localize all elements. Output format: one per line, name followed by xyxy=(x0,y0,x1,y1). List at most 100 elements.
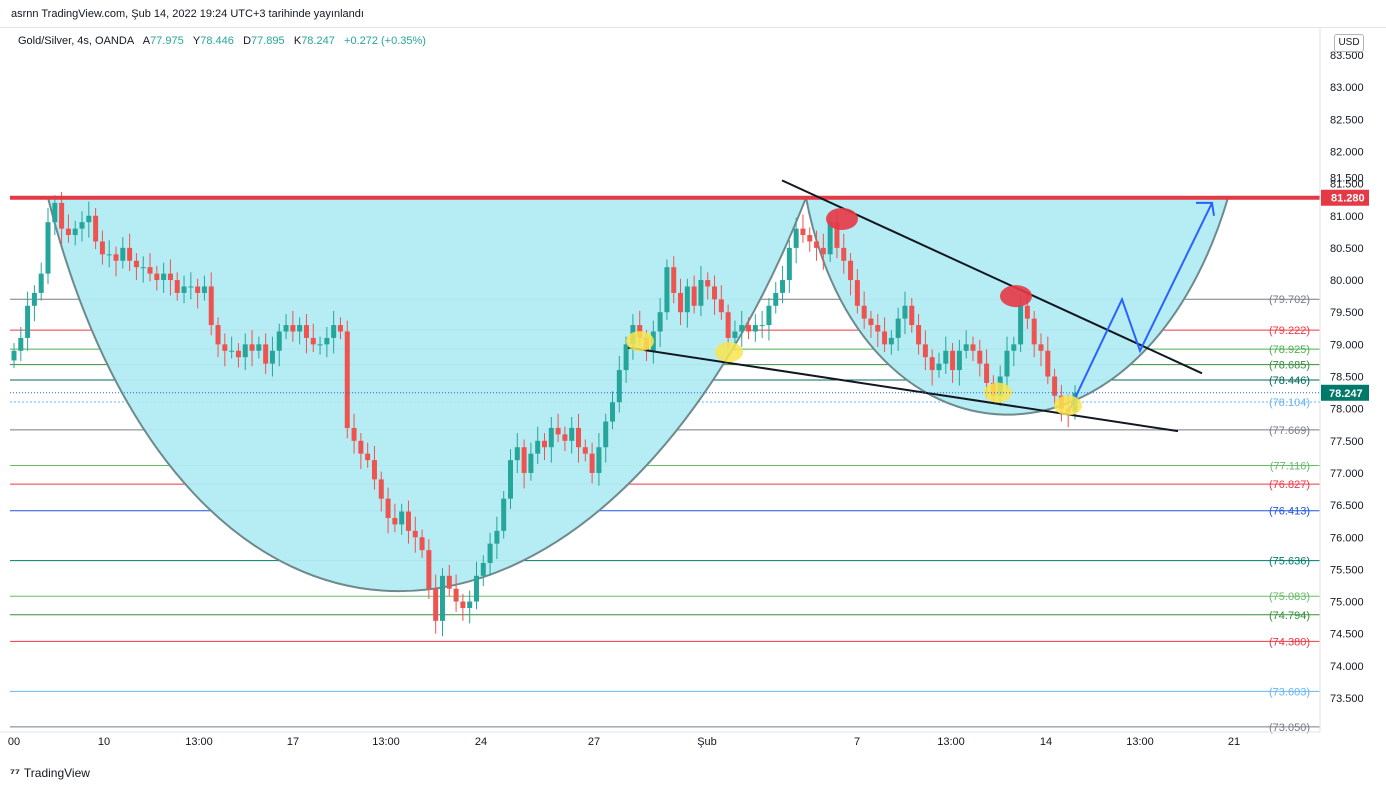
candle-body xyxy=(841,247,847,261)
candle-body xyxy=(25,305,31,338)
level-label: (78.104) xyxy=(1269,397,1310,409)
x-tick-label: 7 xyxy=(854,736,860,748)
candle-body xyxy=(174,280,180,293)
tradingview-logo-icon: ⁷⁷ xyxy=(10,766,20,780)
level-label: (78.446) xyxy=(1269,375,1310,387)
candle-body xyxy=(399,511,405,525)
yellow-marker xyxy=(715,342,743,363)
candle-body xyxy=(1024,305,1030,319)
x-tick-label: 14 xyxy=(1040,736,1052,748)
candle-body xyxy=(235,350,241,358)
level-label: (74.380) xyxy=(1269,636,1310,648)
candle-body xyxy=(446,575,452,589)
candle-body xyxy=(596,447,602,473)
y-tick-label: 78.500 xyxy=(1330,372,1364,384)
candle-body xyxy=(671,267,677,293)
candle-body xyxy=(147,267,153,274)
candle-body xyxy=(249,344,255,351)
candle-body xyxy=(691,286,697,306)
candle-body xyxy=(759,325,765,327)
y-tick-label: 80.000 xyxy=(1330,275,1364,287)
candle-body xyxy=(582,447,588,454)
candle-body xyxy=(229,350,235,352)
candle-body xyxy=(303,325,309,338)
candle-body xyxy=(317,344,323,346)
x-tick-label: 00 xyxy=(8,736,20,748)
candle-body xyxy=(895,318,901,338)
candle-body xyxy=(820,247,826,255)
candle-body xyxy=(1004,350,1010,377)
candle-body xyxy=(331,325,337,338)
symbol-name[interactable]: Gold/Silver, 4s, OANDA xyxy=(18,35,134,47)
candle-body xyxy=(684,286,690,313)
candle-body xyxy=(766,305,772,326)
cup-fill-left xyxy=(48,197,806,592)
candle-body xyxy=(154,273,160,281)
candle-body xyxy=(392,517,398,525)
yellow-marker xyxy=(1054,395,1082,416)
candle-body xyxy=(460,601,466,608)
y-tick-label: 74.000 xyxy=(1330,661,1364,673)
candle-body xyxy=(18,337,24,351)
candle-body xyxy=(657,312,663,332)
candle-body xyxy=(902,305,908,319)
level-label: (76.413) xyxy=(1269,506,1310,518)
high-label: Y xyxy=(192,35,201,47)
current-price-label: 78.247 xyxy=(1329,388,1363,400)
currency-button[interactable]: USD xyxy=(1334,34,1364,52)
y-tick-label: 76.500 xyxy=(1330,500,1364,512)
candle-body xyxy=(977,350,983,364)
x-tick-label: 27 xyxy=(588,736,600,748)
level-label: (74.794) xyxy=(1269,610,1310,622)
candle-body xyxy=(208,286,214,326)
candle-body xyxy=(242,344,248,358)
candle-body xyxy=(201,286,207,293)
candle-body xyxy=(412,530,418,538)
candle-body xyxy=(535,440,541,454)
y-tick-label: 81.500 xyxy=(1330,173,1364,185)
y-tick-label: 80.500 xyxy=(1330,243,1364,255)
candle-body xyxy=(385,498,391,518)
level-label: (75.636) xyxy=(1269,556,1310,568)
candle-body xyxy=(929,357,935,371)
candle-body xyxy=(623,344,629,371)
level-label: (75.083) xyxy=(1269,591,1310,603)
candle-body xyxy=(337,325,343,332)
current-price-tag xyxy=(1321,384,1369,401)
candle-body xyxy=(576,427,582,448)
low-label: D xyxy=(243,35,252,47)
level-label: (79.222) xyxy=(1269,325,1310,337)
y-tick-label: 75.500 xyxy=(1330,564,1364,576)
candle-body xyxy=(290,325,296,332)
price-chart[interactable]: (79.702) (79.222) (78.925) (78.685) (78.446)… xyxy=(0,0,1386,758)
y-tick-label: 77.000 xyxy=(1330,468,1364,480)
candle-body xyxy=(426,550,432,589)
y-tick-label: 79.000 xyxy=(1330,339,1364,351)
candle-body xyxy=(718,299,724,313)
candle-body xyxy=(52,202,58,223)
tradingview-logo[interactable]: ⁷⁷ TradingView xyxy=(10,766,90,780)
candle-body xyxy=(439,575,445,621)
x-tick-label: 17 xyxy=(287,736,299,748)
candle-body xyxy=(868,318,874,326)
candle-body xyxy=(616,370,622,403)
high-value: 78.446 xyxy=(200,35,234,47)
level-label: (73.603) xyxy=(1269,686,1310,698)
support-line xyxy=(627,346,1179,433)
candle-body xyxy=(161,273,167,281)
footer: ⁷⁷ TradingView xyxy=(0,758,1386,790)
candle-body xyxy=(181,286,187,293)
red-marker xyxy=(1000,285,1032,308)
candle-body xyxy=(943,350,949,364)
candle-body xyxy=(963,344,969,351)
candle-body xyxy=(269,350,275,364)
candle-body xyxy=(610,402,616,422)
candle-body xyxy=(752,325,758,332)
candle-body xyxy=(916,325,922,345)
candle-body xyxy=(1045,350,1051,377)
candle-body xyxy=(38,273,44,293)
candle-body xyxy=(569,427,575,441)
candle-body xyxy=(222,344,228,351)
candle-body xyxy=(195,286,201,293)
candle-body xyxy=(93,215,99,242)
